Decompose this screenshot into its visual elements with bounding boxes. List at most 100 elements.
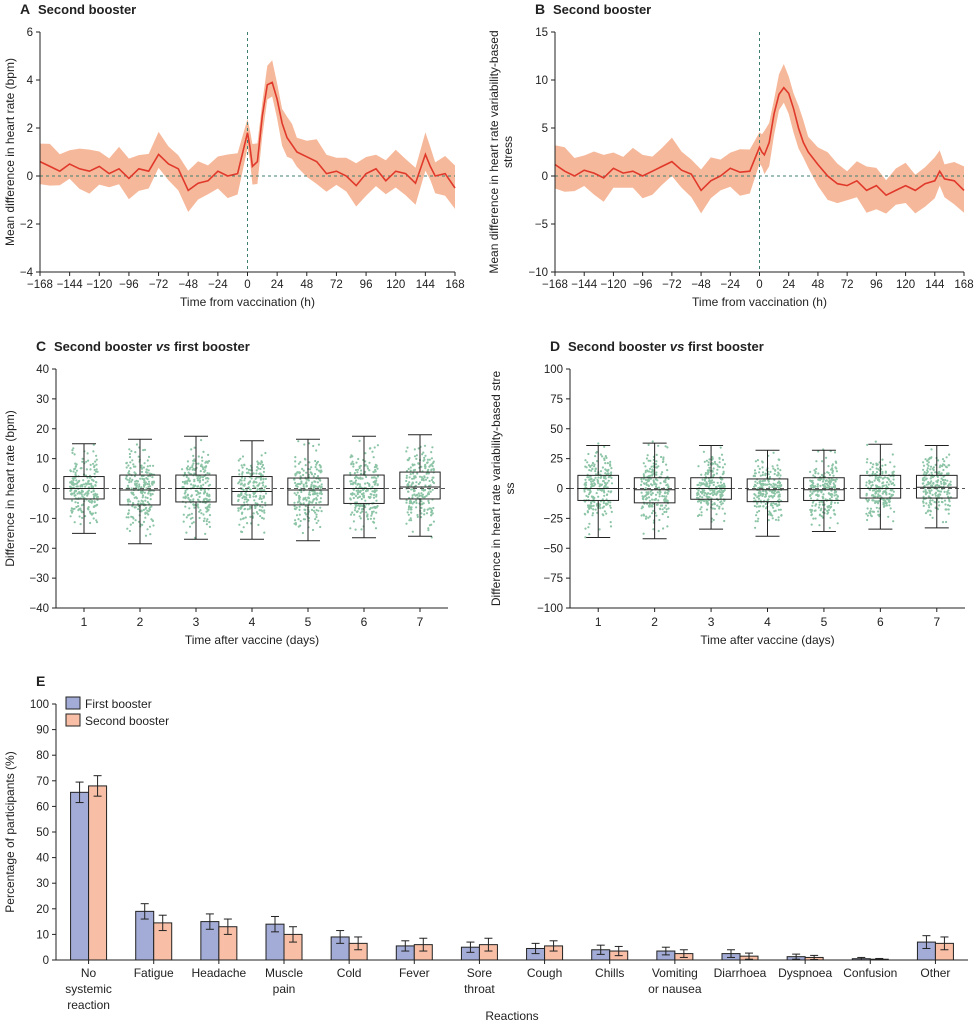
data-point [929,477,932,480]
data-point [644,465,647,468]
data-point [423,465,426,468]
data-point [303,518,307,521]
data-point [645,491,649,494]
box-iqr [231,476,273,506]
bar-group [786,953,806,961]
data-point [832,509,836,512]
data-point [664,497,667,500]
data-point [262,495,265,498]
data-point [707,463,710,467]
data-point [260,454,263,457]
data-point [707,485,711,489]
data-point [645,515,648,518]
data-point [255,510,258,514]
data-point [94,460,97,463]
data-point [146,509,149,512]
data-point [319,525,322,529]
data-point [193,506,196,509]
data-point [771,517,774,520]
x-tick-label: 120 [896,279,915,291]
title-vs: vs [156,339,170,354]
data-point [922,495,925,498]
data-point [431,446,434,449]
data-point [71,483,74,486]
data-point [207,460,211,463]
data-point [182,520,185,523]
data-point [84,515,87,518]
data-point [136,502,140,505]
data-point [69,515,72,518]
data-point [814,517,817,520]
data-point [429,507,432,510]
data-point [415,501,418,505]
data-point [721,458,725,461]
data-point [299,519,302,523]
data-point [131,521,135,524]
data-point [827,508,831,512]
x-tick-label: Muscle [265,966,303,980]
x-tick-label: systemic [65,982,112,996]
data-point [929,468,932,471]
data-point [90,501,93,504]
data-point [607,479,610,482]
data-point [147,455,151,458]
data-point [657,499,660,502]
data-point [591,512,595,515]
mean-line [39,81,456,192]
data-point [929,513,932,517]
data-point [829,482,832,486]
data-point [149,492,152,495]
data-point [590,483,594,486]
data-point [195,489,198,492]
box-day-6 [859,443,902,530]
data-point [948,504,952,507]
data-point [373,517,376,520]
panel-letter: E [36,673,45,689]
data-point [590,469,593,472]
data-point [126,484,130,487]
data-point [754,484,758,487]
data-point [260,476,263,480]
data-point [820,500,824,503]
data-point [424,495,427,498]
data-point [659,508,662,511]
data-point [198,495,201,498]
data-point [699,490,702,494]
data-point [417,492,420,495]
data-point [833,512,836,516]
data-point [943,483,946,486]
data-point [428,465,431,468]
data-point [590,505,593,508]
bar-group [804,954,824,961]
y-tick-label: −100 [537,603,563,615]
x-tick-label: 4 [764,615,771,629]
data-point [249,472,252,475]
data-point [590,477,593,480]
data-point [427,499,430,502]
data-point [830,505,833,508]
data-point [642,513,645,516]
data-point [417,447,420,450]
y-tick-label: 10 [36,929,49,941]
x-tick-label: 3 [708,615,715,629]
x-tick-label: 5 [821,615,828,629]
x-tick-label: 24 [782,279,795,291]
data-point [598,528,601,531]
data-point [653,482,656,485]
x-tick-label: −144 [571,279,598,291]
data-point [369,506,372,510]
data-point [149,464,152,467]
data-point [640,491,643,494]
x-tick-label: Fever [399,966,430,980]
data-point [811,501,815,504]
data-point [871,489,875,492]
y-axis-label: Mean difference in heart rate variabilit… [487,30,515,273]
data-point [243,477,247,480]
data-point [181,480,184,484]
x-tick-label: −96 [119,279,139,291]
data-point [364,460,367,463]
data-point [407,513,410,516]
data-point [135,486,138,489]
data-point [754,520,757,523]
bar-group [934,936,954,961]
